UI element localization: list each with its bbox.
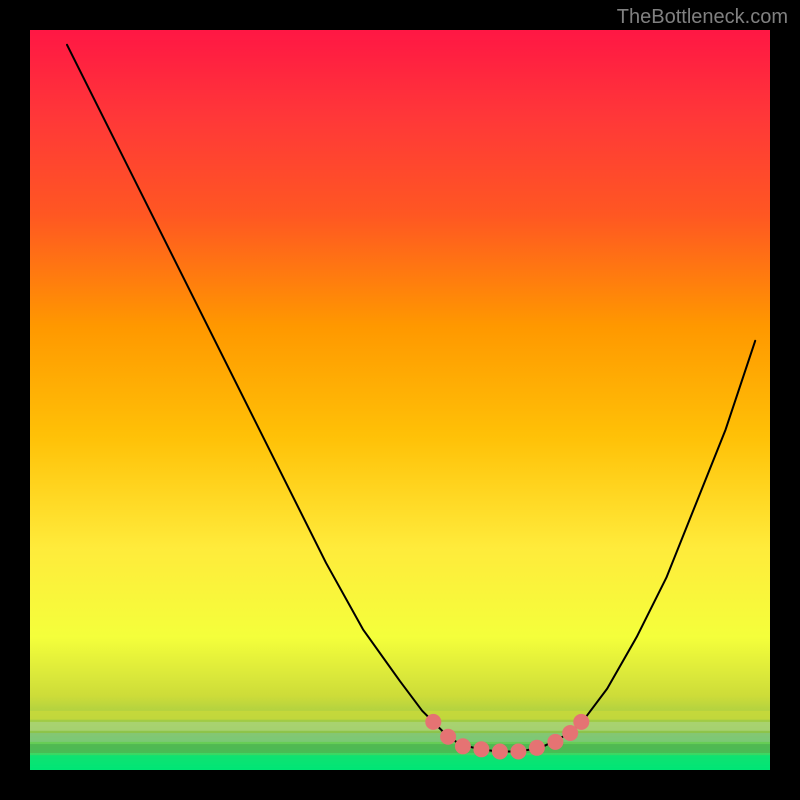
- watermark-text: TheBottleneck.com: [617, 6, 788, 29]
- bottleneck-curve: [30, 30, 770, 770]
- chart-plot-area: [30, 30, 770, 770]
